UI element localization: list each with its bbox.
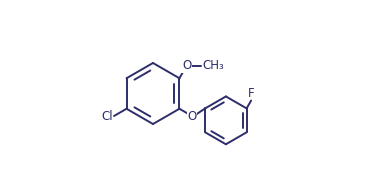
Text: F: F	[248, 87, 254, 100]
Text: Cl: Cl	[102, 110, 113, 122]
Text: CH₃: CH₃	[203, 59, 224, 72]
Text: O: O	[188, 110, 197, 122]
Text: O: O	[182, 59, 191, 72]
